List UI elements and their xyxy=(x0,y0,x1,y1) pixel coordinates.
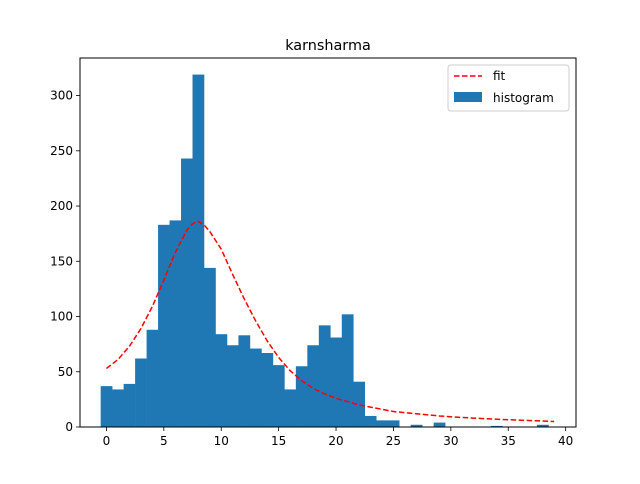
histogram-bar xyxy=(410,424,423,427)
x-tick-label: 35 xyxy=(501,434,516,448)
legend: fit histogram xyxy=(447,64,570,112)
plot-frame xyxy=(79,57,577,428)
x-axis: 0 5 10 15 20 25 30 35 40 xyxy=(103,427,573,448)
x-tick-label: 40 xyxy=(558,434,573,448)
histogram-bar xyxy=(238,335,251,427)
histogram-bar xyxy=(387,420,400,427)
legend-fit-label: fit xyxy=(493,69,506,83)
histogram-bar xyxy=(112,389,124,427)
histogram-bar xyxy=(249,348,262,427)
histogram-bar xyxy=(261,352,274,427)
y-axis: 0 50 100 150 200 250 300 xyxy=(50,89,80,434)
legend-histogram-label: histogram xyxy=(493,91,554,105)
x-tick-label: 30 xyxy=(443,434,458,448)
histogram-bar xyxy=(364,415,377,427)
histogram-bar xyxy=(123,383,136,427)
histogram-bar xyxy=(135,358,147,427)
histogram-bar xyxy=(215,334,228,427)
histogram-bar xyxy=(536,424,549,427)
x-tick-label: 0 xyxy=(103,434,111,448)
histogram-bar xyxy=(226,345,239,427)
histogram-bar xyxy=(330,337,343,427)
y-tick-label: 100 xyxy=(50,310,73,324)
y-tick-label: 150 xyxy=(50,254,73,268)
histogram-bar xyxy=(295,366,308,427)
fit-line xyxy=(105,220,555,423)
x-tick-label: 20 xyxy=(328,434,343,448)
histogram-bar xyxy=(433,422,446,427)
y-tick-label: 0 xyxy=(65,420,73,434)
histogram-bar xyxy=(169,220,182,427)
histogram-bar xyxy=(491,425,503,427)
histogram-bar xyxy=(353,381,366,427)
y-tick-label: 300 xyxy=(50,89,73,103)
histogram-bar xyxy=(284,389,297,427)
histogram-bar xyxy=(318,325,331,427)
y-tick-label: 200 xyxy=(50,199,73,213)
histogram-bar xyxy=(192,74,205,427)
histogram-bar xyxy=(307,345,320,427)
histogram-bar xyxy=(158,224,170,427)
histogram-bar xyxy=(204,267,216,427)
histogram-bar xyxy=(341,314,354,427)
x-tick-label: 25 xyxy=(386,434,401,448)
chart-title: karnsharma xyxy=(285,38,371,54)
bars-layer xyxy=(100,74,549,428)
legend-histogram-swatch xyxy=(454,92,482,102)
x-tick-label: 10 xyxy=(214,434,229,448)
histogram-bar xyxy=(100,386,113,427)
histogram-bar xyxy=(272,365,285,427)
histogram-bar xyxy=(376,420,388,427)
x-tick-label: 15 xyxy=(271,434,286,448)
y-tick-label: 50 xyxy=(58,365,73,379)
histogram-bar xyxy=(181,158,193,428)
y-tick-label: 250 xyxy=(50,144,73,158)
histogram-bar xyxy=(146,329,159,427)
x-tick-label: 5 xyxy=(160,434,168,448)
fit-line-layer xyxy=(105,220,555,423)
